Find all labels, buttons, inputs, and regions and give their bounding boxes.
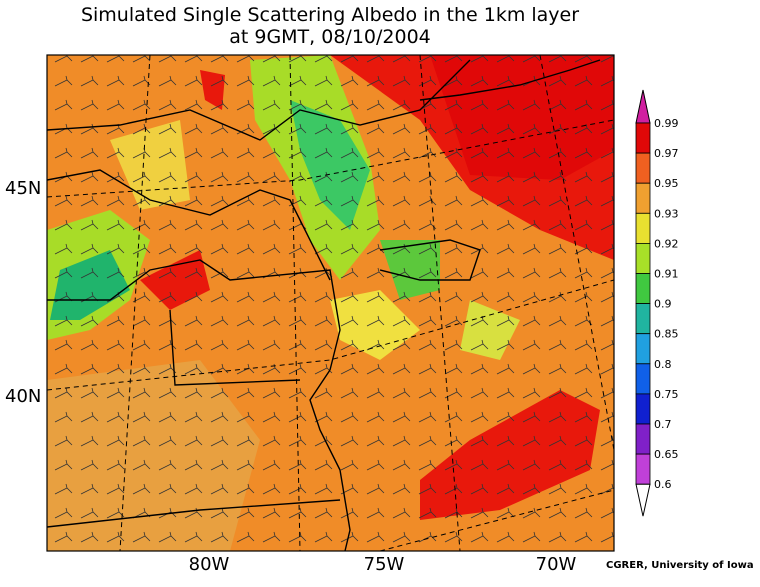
- colorbar-label: 0.75: [654, 388, 679, 401]
- colorbar-label: 0.8: [654, 358, 672, 371]
- colorbar-label: 0.7: [654, 418, 672, 431]
- colorbar-box: [635, 393, 651, 425]
- colorbar-cap: [635, 89, 651, 124]
- colorbar-box: [635, 423, 651, 455]
- colorbar-box: [635, 122, 651, 154]
- title-line: at 9GMT, 08/10/2004: [229, 26, 431, 48]
- lon-label: 70W: [536, 554, 577, 575]
- colorbar-label: 0.95: [654, 177, 679, 190]
- title-line: Simulated Single Scattering Albedo in th…: [81, 4, 579, 26]
- colorbar-label: 0.92: [654, 237, 679, 250]
- colorbar-box: [635, 242, 651, 274]
- lon-label: 80W: [189, 554, 230, 575]
- colorbar-box: [635, 333, 651, 365]
- colorbar-cap: [635, 483, 651, 517]
- colorbar-label: 0.6: [654, 478, 672, 491]
- colorbar-box: [635, 212, 651, 244]
- colorbar-box: [635, 363, 651, 395]
- map-field: [47, 55, 614, 551]
- colorbar-label: 0.93: [654, 207, 679, 220]
- colorbar-label: 0.85: [654, 328, 679, 341]
- lat-label: 40N: [5, 386, 41, 407]
- lon-label: 75W: [364, 554, 405, 575]
- credit: CGRER, University of Iowa: [606, 560, 754, 571]
- colorbar-label: 0.99: [654, 117, 679, 130]
- lat-label: 45N: [5, 178, 41, 199]
- colorbar-label: 0.65: [654, 448, 679, 461]
- colorbar-box: [635, 182, 651, 214]
- colorbar: 0.99 0.97 0.95 0.93 0.92 0.91 0.9 0.85 0.8 0.75 0.…: [635, 89, 679, 517]
- colorbar-label: 0.9: [654, 298, 672, 311]
- map-frame: [46, 54, 615, 552]
- colorbar-box: [635, 453, 651, 485]
- colorbar-box: [635, 273, 651, 305]
- colorbar-box: [635, 303, 651, 335]
- colorbar-label: 0.97: [654, 147, 679, 160]
- colorbar-label: 0.91: [654, 268, 679, 281]
- colorbar-box: [635, 152, 651, 184]
